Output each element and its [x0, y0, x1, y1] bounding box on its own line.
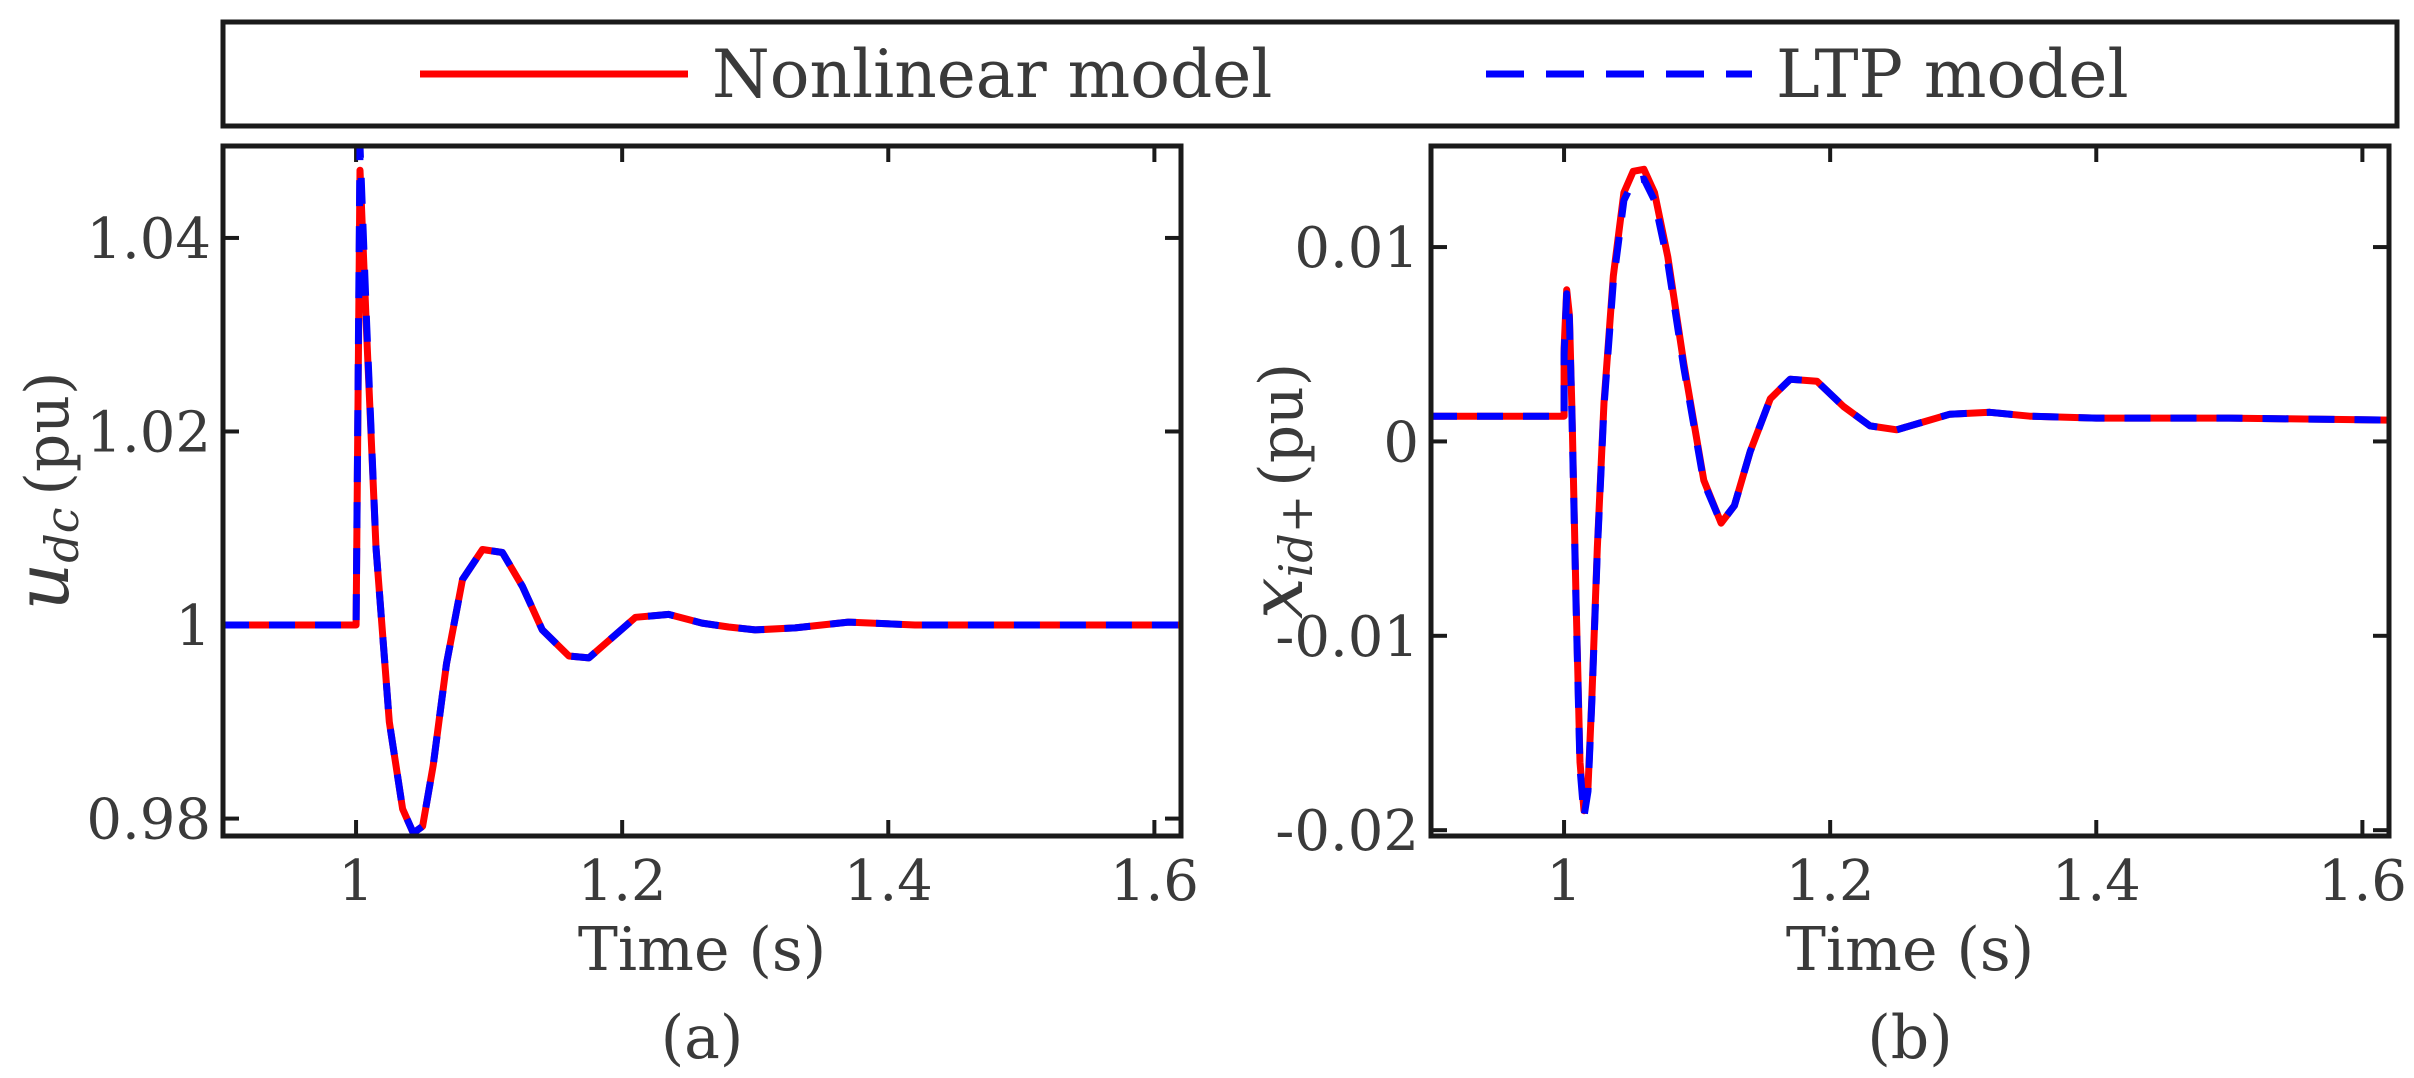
- panel-a-series-nonlinear: [223, 166, 1181, 836]
- panel-b-ytick-label: -0.01: [1275, 605, 1419, 670]
- panel-b-ylabel-symbol: x: [1234, 577, 1320, 619]
- legend-box: [220, 19, 2400, 129]
- panel-a-xtick-label: 1.4: [844, 849, 933, 914]
- panel-a-ytick-label: 1.02: [86, 400, 211, 465]
- panel-b-ylabel: xid+ (pu): [1234, 363, 1323, 619]
- panel-a-xtick-label: 1.6: [1110, 849, 1199, 914]
- panel-b-ytick-label: 0.01: [1294, 216, 1419, 281]
- panel-a-ylabel-subscript: dc: [35, 507, 89, 562]
- panel-a-ylabel: udc (pu): [0, 372, 89, 611]
- panel-a-caption: (a): [661, 1003, 744, 1073]
- panel-a: 1 1.2 1.4 1.6 0.98 1 1.02 1.04 Time (s) (a) udc…: [0, 143, 1199, 1073]
- panel-b-xtick-label: 1.6: [2318, 849, 2407, 914]
- panel-b-xtick-label: 1: [1546, 849, 1582, 914]
- panel-a-ytick-label: 0.98: [86, 788, 211, 853]
- panel-b-ylabel-unit: (pu): [1247, 363, 1317, 487]
- panel-b-xtick-label: 1.4: [2052, 849, 2141, 914]
- panel-b-series-nonlinear: [1431, 165, 2389, 815]
- panel-b-xlabel: Time (s): [1786, 915, 2034, 985]
- panel-a-series-ltp: [223, 146, 1181, 836]
- panel-a-ytick-label: 1: [175, 594, 211, 659]
- panel-b-ytick-label: 0: [1383, 410, 1419, 475]
- legend-label-ltp: LTP model: [1776, 36, 2129, 113]
- panel-b-caption: (b): [1867, 1003, 1952, 1073]
- panel-b-ylabel-subscript: id+: [1269, 495, 1323, 578]
- panel-b-series-ltp: [1431, 175, 2389, 821]
- panel-a-frame: [220, 143, 1184, 839]
- panel-b-frame: [1428, 143, 2392, 839]
- panel-b-ytick-label: -0.02: [1275, 799, 1419, 864]
- panel-a-xtick-label: 1: [338, 849, 374, 914]
- panel-a-ytick-label: 1.04: [86, 207, 211, 272]
- panel-b-xtick-label: 1.2: [1786, 849, 1875, 914]
- panel-a-xtick-label: 1.2: [578, 849, 667, 914]
- panel-b: 1 1.2 1.4 1.6 -0.02 -0.01 0 0.01 Time (s) (b) x…: [1234, 143, 2407, 1073]
- panel-a-ylabel-symbol: u: [0, 563, 86, 611]
- legend: Nonlinear model LTP model: [220, 19, 2400, 129]
- legend-label-nonlinear: Nonlinear model: [712, 36, 1272, 113]
- panel-a-xlabel: Time (s): [578, 915, 826, 985]
- panel-a-ylabel-unit: (pu): [13, 372, 83, 496]
